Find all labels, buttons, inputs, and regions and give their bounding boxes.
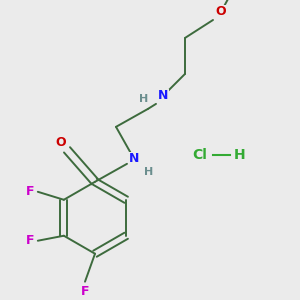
Text: H: H xyxy=(234,148,246,162)
Text: H: H xyxy=(140,94,148,104)
Text: O: O xyxy=(56,136,66,149)
Text: O: O xyxy=(216,5,226,19)
Text: F: F xyxy=(26,234,34,247)
Text: Cl: Cl xyxy=(193,148,207,162)
Text: F: F xyxy=(26,185,34,198)
Text: N: N xyxy=(129,152,139,165)
Text: N: N xyxy=(158,89,168,102)
Text: H: H xyxy=(144,167,154,177)
Text: F: F xyxy=(81,285,89,298)
